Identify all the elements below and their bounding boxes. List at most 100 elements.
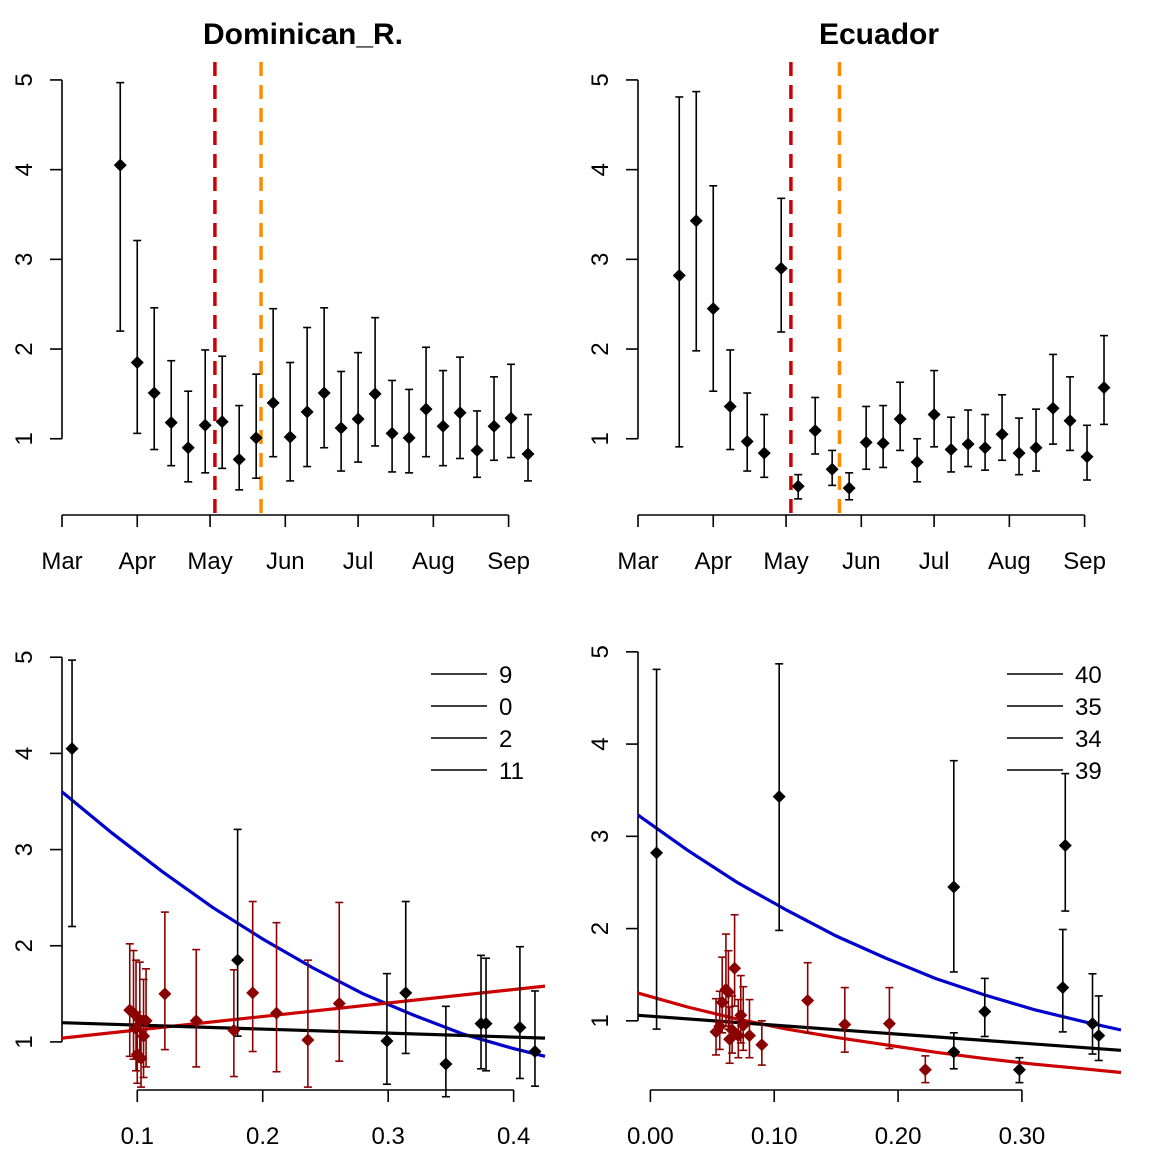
data-point xyxy=(385,379,399,473)
data-point xyxy=(1092,995,1106,1062)
data-point xyxy=(283,361,297,482)
data-point xyxy=(774,197,788,333)
data-point xyxy=(504,363,518,459)
point-marker xyxy=(419,402,433,416)
point-marker xyxy=(944,443,958,457)
y-tick-label: 1 xyxy=(11,1035,38,1048)
x-tick-label: 0.30 xyxy=(999,1123,1046,1150)
data-point xyxy=(706,184,720,393)
data-point xyxy=(513,945,527,1080)
data-point xyxy=(402,388,416,474)
y-tick-label: 5 xyxy=(587,645,614,658)
y-tick-label: 2 xyxy=(11,342,38,355)
fit-curve xyxy=(637,813,1122,1032)
point-marker xyxy=(436,419,450,433)
data-point xyxy=(270,921,284,1073)
data-point xyxy=(301,959,315,1088)
data-point xyxy=(808,396,822,455)
panel-title: Dominican_R. xyxy=(203,18,403,51)
point-marker xyxy=(65,742,79,756)
data-point xyxy=(650,668,664,1030)
data-point xyxy=(1080,424,1094,481)
data-point xyxy=(1097,334,1111,426)
point-marker xyxy=(528,1045,542,1059)
point-marker xyxy=(385,426,399,440)
legend-label: 34 xyxy=(1075,726,1102,753)
x-tick-label: Mar xyxy=(41,548,82,575)
point-marker xyxy=(521,447,535,461)
data-point xyxy=(876,404,890,469)
data-point xyxy=(838,986,852,1053)
point-marker xyxy=(1092,1029,1106,1043)
point-marker xyxy=(801,994,815,1008)
data-point xyxy=(528,990,542,1087)
data-point xyxy=(791,473,805,500)
point-marker xyxy=(672,268,686,282)
data-point xyxy=(419,346,433,458)
point-marker xyxy=(755,1038,769,1052)
data-point xyxy=(334,370,348,472)
data-point xyxy=(1056,928,1070,1033)
data-point xyxy=(351,351,365,463)
y-tick-label: 1 xyxy=(587,1014,614,1027)
y-tick-label: 4 xyxy=(587,737,614,750)
legend-label: 39 xyxy=(1075,758,1102,785)
point-marker xyxy=(139,1014,153,1028)
point-marker xyxy=(1097,381,1111,395)
data-point xyxy=(742,998,756,1059)
y-tick-label: 4 xyxy=(587,163,614,176)
y-tick-label: 3 xyxy=(587,830,614,843)
x-tick-label: Jun xyxy=(842,548,881,575)
data-point xyxy=(139,968,153,1068)
x-tick-label: Apr xyxy=(119,548,156,575)
point-marker xyxy=(380,1034,394,1048)
data-point xyxy=(947,759,961,973)
data-point xyxy=(995,393,1009,462)
point-marker xyxy=(470,443,484,457)
y-tick-label: 2 xyxy=(11,939,38,952)
panel-ecuador-timeseries: Ecuador 1 2 3 4 5 Mar Apr May Jun Jul Aug Sep xyxy=(587,18,1111,575)
data-point xyxy=(672,96,686,448)
point-marker xyxy=(689,214,703,228)
legend-label: 2 xyxy=(499,726,512,753)
point-marker xyxy=(859,435,873,449)
data-point xyxy=(231,828,245,1037)
point-marker xyxy=(825,462,839,476)
point-marker xyxy=(504,411,518,425)
x-tick-label: Mar xyxy=(617,548,658,575)
x-tick-label: Jun xyxy=(266,548,305,575)
point-marker xyxy=(650,846,664,860)
point-marker xyxy=(227,1023,241,1037)
point-marker xyxy=(1063,414,1077,428)
data-point xyxy=(249,373,263,480)
data-point xyxy=(189,948,203,1068)
point-marker xyxy=(300,405,314,419)
point-marker xyxy=(1058,839,1072,853)
data-point xyxy=(825,449,839,487)
y-tick-label: 3 xyxy=(11,253,38,266)
point-marker xyxy=(774,261,788,275)
point-marker xyxy=(301,1033,315,1047)
data-point xyxy=(317,306,331,449)
point-marker xyxy=(1046,401,1060,415)
x-tick-label: 0.3 xyxy=(371,1123,404,1150)
legend-label: 9 xyxy=(499,662,512,689)
data-point xyxy=(740,392,754,472)
point-marker xyxy=(232,452,246,466)
x-tick-label: Aug xyxy=(988,548,1031,575)
point-marker xyxy=(130,356,144,370)
point-marker xyxy=(270,1006,284,1020)
data-point xyxy=(882,986,896,1050)
point-marker xyxy=(742,1029,756,1043)
point-marker xyxy=(1080,450,1094,464)
x-tick-label: 0.2 xyxy=(246,1123,279,1150)
data-point xyxy=(801,961,815,1034)
point-marker xyxy=(249,431,263,445)
data-point xyxy=(332,901,346,1062)
data-point xyxy=(436,369,450,467)
point-marker xyxy=(351,412,365,426)
data-point xyxy=(755,1020,769,1066)
point-marker xyxy=(882,1017,896,1031)
data-point xyxy=(1063,376,1077,452)
